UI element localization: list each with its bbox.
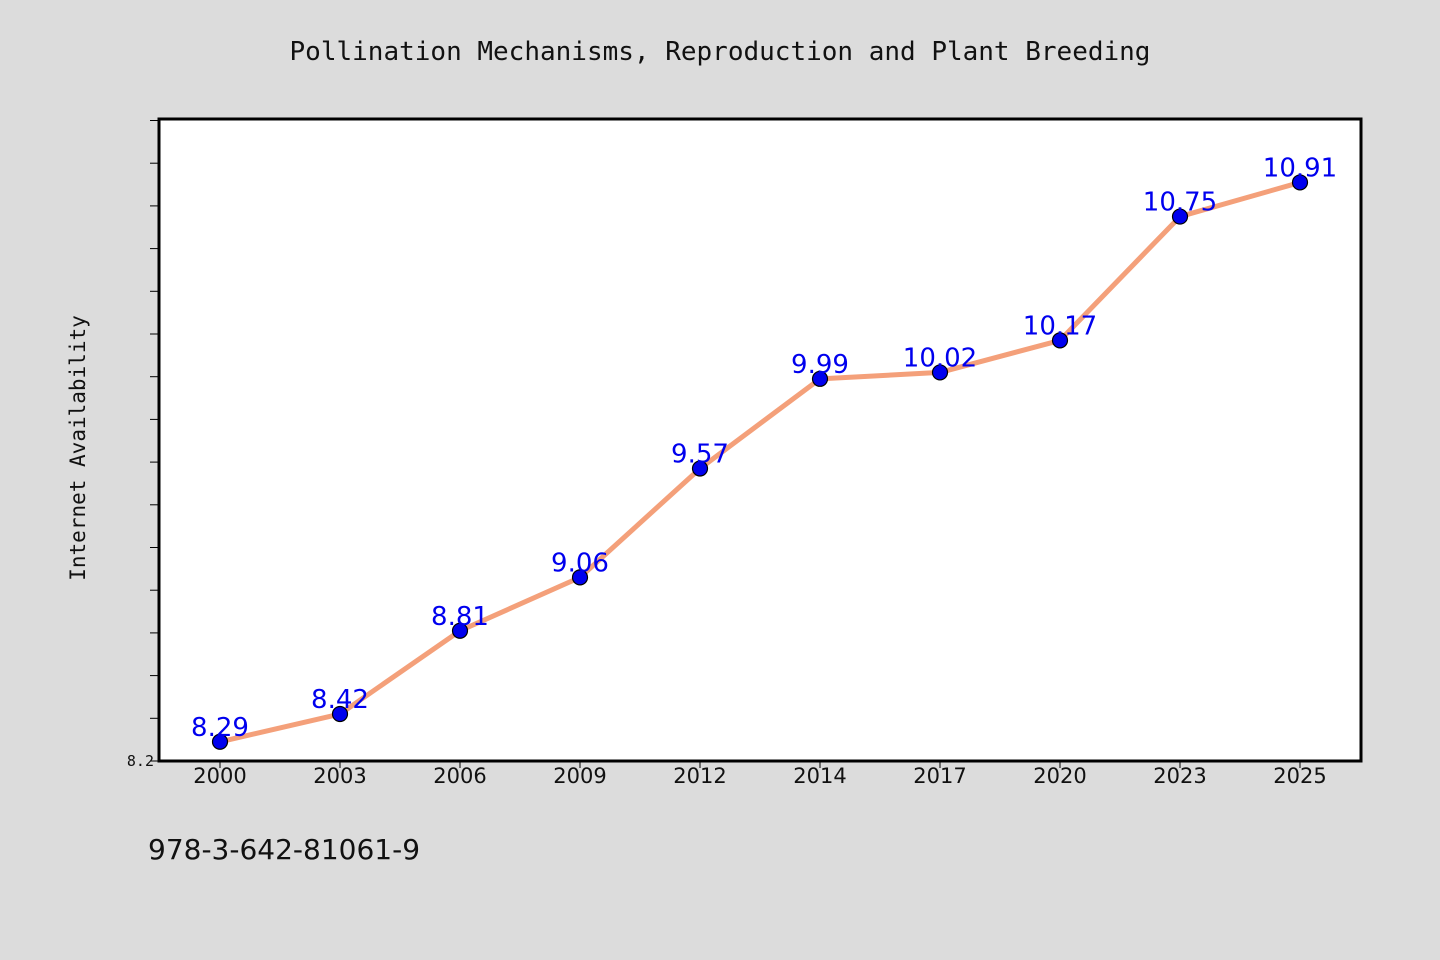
x-tick-label: 2003 bbox=[313, 764, 366, 788]
data-label: 10.02 bbox=[903, 343, 977, 373]
data-point bbox=[211, 733, 229, 750]
data-point bbox=[931, 364, 949, 381]
x-tick-label: 2000 bbox=[193, 764, 246, 788]
series-layer: 8.29 8.42 8.81 9.06 9.57 9.99 10.02 10.17 10.75 1… bbox=[191, 153, 1337, 750]
data-point bbox=[451, 622, 469, 639]
x-tick-label: 2006 bbox=[433, 764, 486, 788]
data-point bbox=[571, 569, 589, 586]
series-line bbox=[217, 179, 1303, 745]
chart-title: Pollination Mechanisms, Reproduction and… bbox=[290, 37, 1151, 67]
data-point bbox=[1051, 332, 1069, 349]
data-label: 10.17 bbox=[1023, 311, 1097, 341]
data-point bbox=[1171, 208, 1189, 225]
x-axis-ticks: 2000 2003 2006 2009 2012 2014 2017 2020 2023 2025 bbox=[193, 761, 1327, 788]
data-label: 8.29 bbox=[191, 713, 249, 743]
x-tick-label: 2012 bbox=[673, 764, 726, 788]
y-tick-label: 8.2 bbox=[127, 752, 154, 770]
y-axis-ticks: 8.2 bbox=[127, 120, 159, 770]
data-point bbox=[331, 705, 349, 723]
data-label: 9.99 bbox=[791, 350, 849, 380]
data-label: 9.57 bbox=[671, 440, 729, 470]
data-point bbox=[1291, 174, 1309, 191]
y-axis-label: Internet Availability bbox=[66, 315, 90, 581]
plot-area bbox=[157, 117, 1363, 763]
data-label: 8.42 bbox=[311, 685, 369, 715]
data-label: 9.06 bbox=[551, 548, 609, 578]
x-tick-label: 2009 bbox=[553, 764, 606, 788]
x-tick-label: 2017 bbox=[913, 764, 966, 788]
data-label: 8.81 bbox=[431, 602, 489, 632]
x-tick-label: 2020 bbox=[1033, 764, 1086, 788]
x-tick-label: 2023 bbox=[1153, 764, 1206, 788]
data-point bbox=[691, 460, 709, 477]
data-label: 10.91 bbox=[1263, 153, 1337, 183]
x-tick-label: 2014 bbox=[793, 764, 846, 788]
data-label: 10.75 bbox=[1143, 188, 1217, 218]
data-point bbox=[811, 370, 829, 387]
isbn-footer: 978-3-642-81061-9 bbox=[148, 833, 421, 866]
x-tick-label: 2025 bbox=[1273, 764, 1326, 788]
